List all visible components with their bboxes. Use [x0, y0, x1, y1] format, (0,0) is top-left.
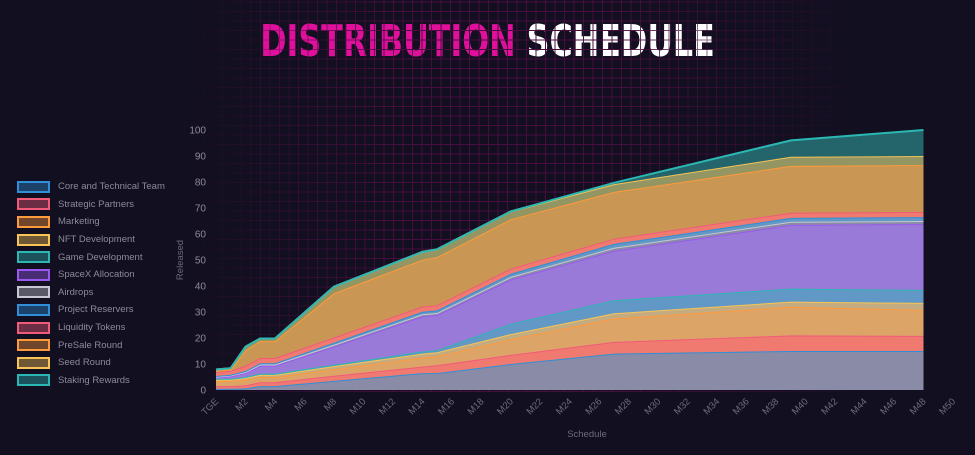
legend-label: Marketing — [58, 216, 100, 228]
x-tick-label: M8 — [322, 396, 339, 413]
x-tick-label: M32 — [672, 396, 693, 417]
y-tick-label: 20 — [195, 334, 207, 345]
legend-item-liquidity-tokens[interactable]: Liquidity Tokens — [17, 319, 165, 337]
legend-swatch — [17, 321, 50, 334]
x-tick-label: M14 — [407, 396, 428, 417]
legend-swatch — [17, 233, 50, 246]
legend-item-spacex-allocation[interactable]: SpaceX Allocation — [17, 266, 165, 284]
area-core-and-technical-team — [216, 351, 924, 390]
line-staking-rewards — [215, 129, 924, 371]
y-tick-label: 70 — [195, 204, 207, 215]
y-axis-title: Released — [175, 240, 186, 280]
y-tick-label: 80 — [195, 178, 207, 189]
legend-swatch — [17, 215, 50, 228]
x-tick-label: M10 — [348, 396, 369, 417]
legend-label: Project Reservers — [58, 304, 134, 316]
x-tick-label: M20 — [495, 396, 516, 417]
legend-item-strategic-partners[interactable]: Strategic Partners — [17, 196, 165, 214]
legend-swatch — [17, 251, 50, 264]
legend-swatch — [17, 180, 50, 193]
area-airdrops — [216, 221, 924, 378]
x-tick-label: M48 — [908, 396, 929, 417]
x-tick-label: M46 — [878, 396, 899, 417]
y-tick-label: 90 — [195, 152, 207, 163]
area-strategic-partners — [216, 335, 924, 389]
x-axis-title: Schedule — [567, 429, 607, 440]
legend-item-staking-rewards[interactable]: Staking Rewards — [17, 372, 165, 390]
area-nft-development — [216, 301, 924, 381]
legend-item-marketing[interactable]: Marketing — [17, 213, 165, 231]
legend-swatch — [17, 268, 50, 281]
area-seed-round — [216, 156, 924, 371]
y-tick-label: 60 — [195, 230, 207, 241]
legend-label: Airdrops — [58, 286, 94, 298]
x-tick-label: M12 — [377, 396, 398, 417]
y-tick-label: 50 — [195, 256, 207, 267]
legend-label: NFT Development — [58, 234, 135, 246]
x-tick-label: M6 — [292, 396, 309, 413]
x-tick-label: M16 — [436, 396, 457, 417]
legend-swatch — [17, 374, 50, 387]
legend-swatch — [17, 198, 50, 211]
legend-item-nft-development[interactable]: NFT Development — [17, 231, 165, 249]
legend-swatch — [17, 356, 50, 369]
x-tick-label: M30 — [642, 396, 663, 417]
x-tick-label: M42 — [819, 396, 840, 417]
legend-swatch — [17, 303, 50, 316]
area-staking-rewards — [216, 130, 924, 370]
y-tick-label: 100 — [189, 126, 206, 137]
x-tick-label: M2 — [233, 396, 250, 413]
legend-label: Staking Rewards — [58, 374, 130, 386]
x-tick-label: M18 — [466, 396, 487, 417]
x-tick-label: M50 — [937, 396, 958, 417]
x-tick-label: M44 — [849, 396, 870, 417]
legend-swatch — [17, 339, 50, 352]
y-tick-label: 0 — [200, 386, 206, 397]
legend-item-core-and-technical-team[interactable]: Core and Technical Team — [17, 178, 165, 196]
x-tick-label: M40 — [790, 396, 811, 417]
legend-label: Strategic Partners — [58, 198, 135, 210]
x-tick-label: M24 — [554, 396, 575, 417]
y-tick-label: 40 — [195, 282, 207, 293]
legend-label: PreSale Round — [58, 339, 123, 351]
x-tick-label: TGE — [200, 396, 222, 418]
x-tick-label: M28 — [613, 396, 634, 417]
legend-label: Liquidity Tokens — [58, 322, 126, 334]
legend-label: Core and Technical Team — [58, 181, 165, 193]
area-spacex-allocation — [216, 224, 924, 379]
x-tick-label: M34 — [701, 396, 722, 417]
legend-item-airdrops[interactable]: Airdrops — [17, 284, 165, 302]
x-tick-label: M36 — [731, 396, 752, 417]
x-tick-label: M26 — [584, 396, 605, 417]
area-presale-round — [216, 165, 924, 373]
legend-label: SpaceX Allocation — [58, 269, 135, 281]
legend-label: Seed Round — [58, 357, 111, 369]
x-tick-label: M38 — [760, 396, 781, 417]
y-tick-label: 30 — [195, 308, 207, 319]
legend-item-project-reservers[interactable]: Project Reservers — [17, 301, 165, 319]
x-tick-label: M4 — [263, 396, 280, 413]
legend-item-game-development[interactable]: Game Development — [17, 248, 165, 266]
legend-item-presale-round[interactable]: PreSale Round — [17, 336, 165, 354]
y-tick-label: 10 — [195, 360, 207, 371]
legend-label: Game Development — [58, 251, 143, 263]
x-tick-label: M22 — [525, 396, 546, 417]
legend-swatch — [17, 286, 50, 299]
area-marketing — [216, 306, 924, 387]
chart-legend: Core and Technical Team Strategic Partner… — [17, 178, 165, 389]
legend-item-seed-round[interactable]: Seed Round — [17, 354, 165, 372]
